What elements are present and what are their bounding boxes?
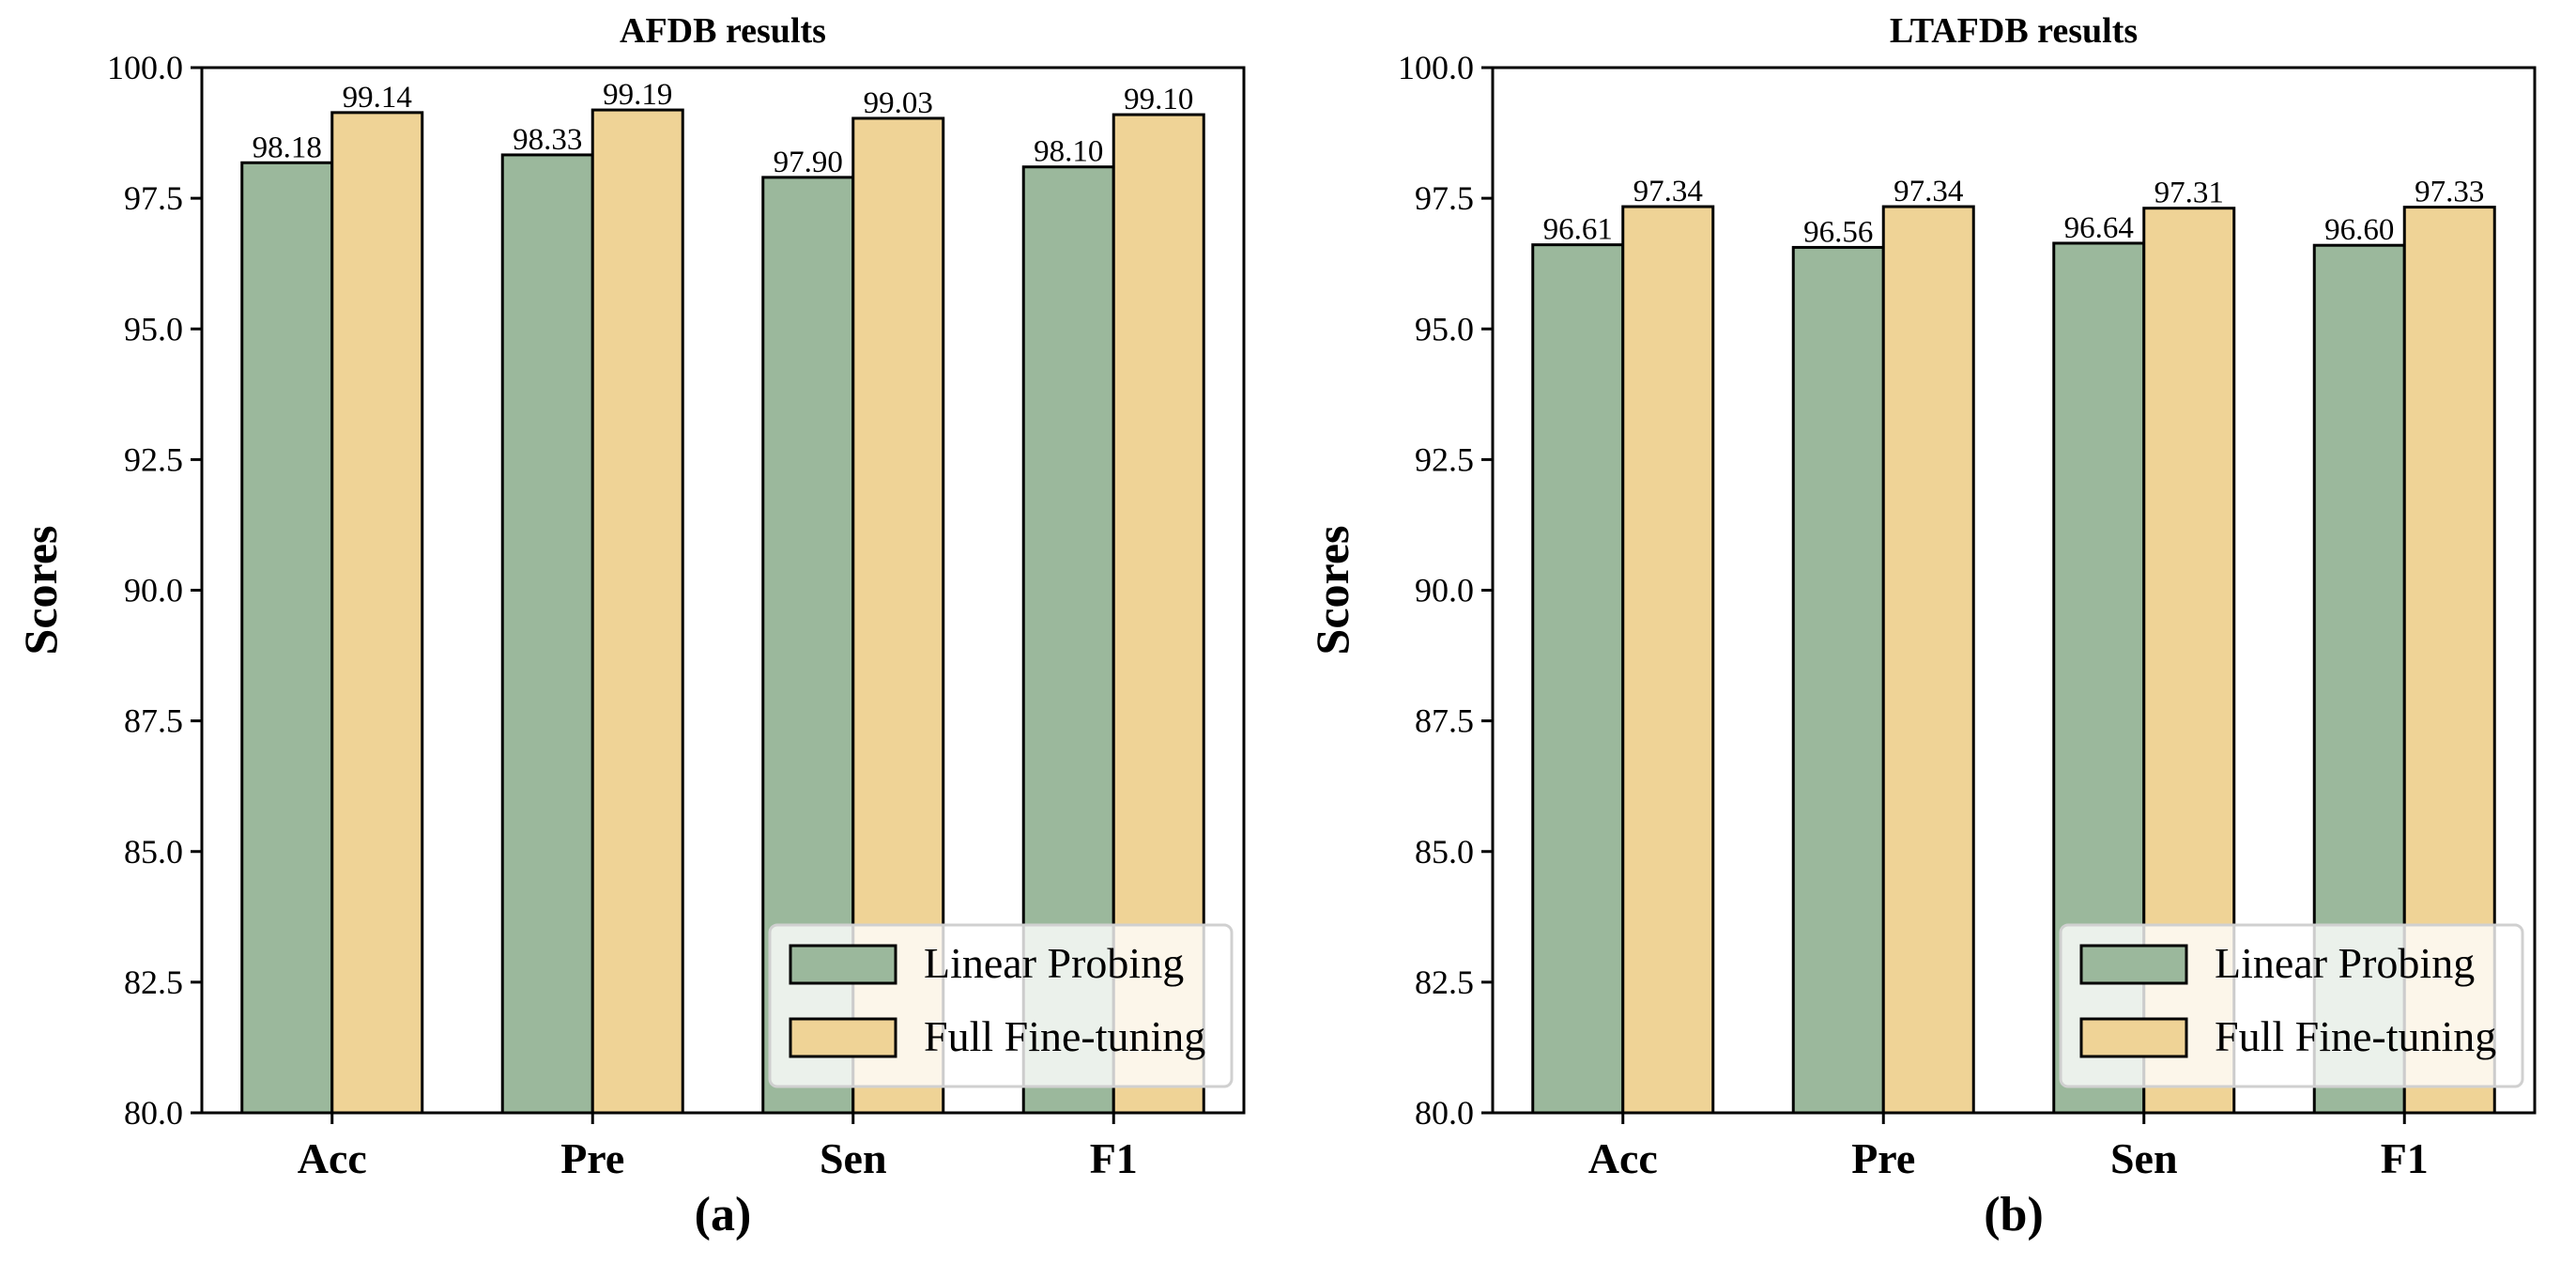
data-label: 99.19 <box>603 78 672 112</box>
legend: Linear Probing Full Fine-tuning <box>2059 923 2524 1088</box>
y-tick-label: 90.0 <box>124 572 183 609</box>
y-tick-label: 95.0 <box>124 310 183 347</box>
y-tick-label: 90.0 <box>1415 572 1474 609</box>
legend-swatch-linear <box>789 944 897 985</box>
data-label: 96.60 <box>2324 213 2394 247</box>
x-tick-label: Sen <box>2110 1134 2178 1182</box>
y-tick-label: 82.5 <box>124 963 183 1001</box>
legend-label-full: Full Fine-tuning <box>924 1012 1205 1060</box>
y-tick-label: 95.0 <box>1415 310 1474 347</box>
legend-label-linear: Linear Probing <box>924 939 1184 987</box>
legend-label-linear: Linear Probing <box>2215 939 2475 987</box>
x-tick-label: Acc <box>298 1134 367 1182</box>
y-tick-label: 100.0 <box>107 49 183 86</box>
data-label: 98.18 <box>253 131 322 164</box>
x-tick-label: Acc <box>1588 1134 1658 1182</box>
y-tick-label: 87.5 <box>1415 702 1474 740</box>
y-tick-label: 100.0 <box>1398 49 1474 86</box>
x-tick-label: Pre <box>1851 1134 1915 1182</box>
data-label: 99.14 <box>343 81 412 115</box>
y-tick-label: 97.5 <box>124 179 183 217</box>
y-tick-label: 80.0 <box>124 1094 183 1132</box>
data-label: 96.56 <box>1803 215 1873 249</box>
data-label: 96.64 <box>2064 211 2134 245</box>
plot-frame <box>1491 66 2537 1115</box>
y-tick-label: 80.0 <box>1415 1094 1474 1132</box>
data-label: 98.10 <box>1034 135 1103 169</box>
x-tick-label: F1 <box>2381 1134 2429 1182</box>
chart-panel-b: LTAFDB results 96.61 96.56 96.64 96.60 97.34 9… <box>1306 11 2537 1241</box>
data-label: 99.03 <box>864 86 933 120</box>
y-tick-label: 97.5 <box>1415 179 1474 217</box>
legend: Linear Probing Full Fine-tuning <box>768 923 1234 1088</box>
chart-title: LTAFDB results <box>1890 11 2138 51</box>
legend-swatch-full <box>2079 1017 2188 1058</box>
data-label: 97.34 <box>1633 175 1703 208</box>
plot-frame <box>200 66 1246 1115</box>
y-axis-label: Scores <box>14 526 67 655</box>
bar-full-pre <box>590 108 684 1115</box>
data-label: 97.33 <box>2415 176 2484 209</box>
data-label: 96.61 <box>1543 213 1613 247</box>
y-tick-label: 85.0 <box>1415 833 1474 871</box>
bar-linear-acc <box>240 161 334 1115</box>
bar-linear-pre <box>500 153 594 1115</box>
bar-full-pre <box>1881 205 1975 1115</box>
subfigure-label: (b) <box>1984 1188 2044 1241</box>
bar-full-acc <box>330 111 424 1115</box>
legend-label-full: Full Fine-tuning <box>2215 1012 2496 1060</box>
legend-swatch-linear <box>2079 944 2188 985</box>
bar-full-acc <box>1621 205 1715 1115</box>
legend-swatch-full <box>789 1017 897 1058</box>
chart-title: AFDB results <box>620 11 826 51</box>
y-tick-label: 82.5 <box>1415 963 1474 1001</box>
x-tick-label: F1 <box>1090 1134 1138 1182</box>
y-axis-label: Scores <box>1306 526 1358 655</box>
data-label: 97.34 <box>1894 175 1963 208</box>
x-tick-label: Sen <box>820 1134 887 1182</box>
y-tick-label: 92.5 <box>1415 440 1474 478</box>
data-label: 99.10 <box>1124 83 1193 116</box>
y-tick-label: 92.5 <box>124 440 183 478</box>
y-tick-label: 87.5 <box>124 702 183 740</box>
subfigure-label: (a) <box>695 1188 752 1241</box>
data-label: 97.90 <box>774 146 843 179</box>
chart-panel-a: AFDB results 98.18 98.33 97.90 98.10 99.14 99.… <box>14 11 1246 1241</box>
data-label: 98.33 <box>513 123 582 157</box>
x-tick-label: Pre <box>560 1134 624 1182</box>
bar-linear-acc <box>1531 243 1625 1115</box>
bar-linear-pre <box>1791 245 1885 1115</box>
data-label: 97.31 <box>2154 177 2224 210</box>
y-tick-label: 85.0 <box>124 833 183 871</box>
